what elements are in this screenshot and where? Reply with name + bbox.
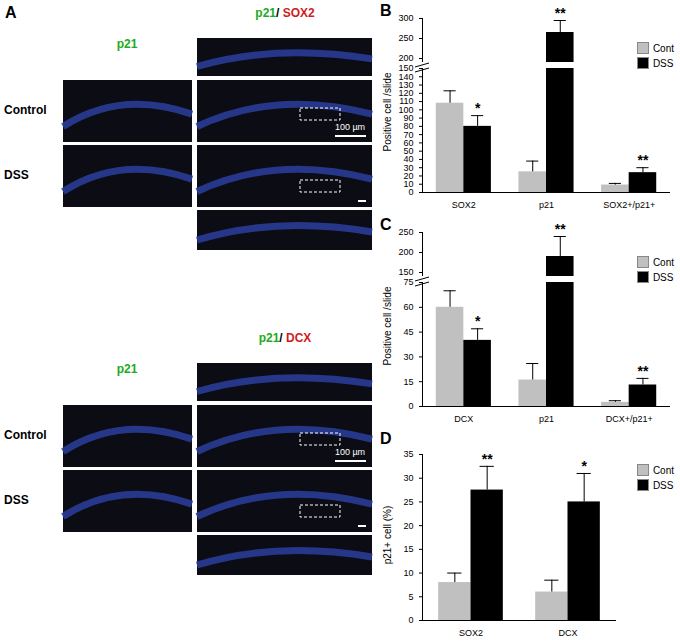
svg-text:140: 140 xyxy=(398,71,414,82)
html-text:DSS: DSS xyxy=(652,271,674,283)
svg-text:250: 250 xyxy=(398,227,413,237)
svg-text:SOX2: SOX2 xyxy=(459,628,483,638)
svg-text:100 µm: 100 µm xyxy=(335,122,365,132)
svg-text:DCX+/p21+: DCX+/p21+ xyxy=(606,414,653,424)
svg-text:DCX: DCX xyxy=(454,414,473,424)
svg-text:80: 80 xyxy=(403,121,414,132)
svg-text:100: 100 xyxy=(398,104,414,115)
svg-text:Positive cell /slide: Positive cell /slide xyxy=(382,286,393,365)
svg-text:250: 250 xyxy=(398,33,413,43)
html-text:DSS: DSS xyxy=(652,479,674,491)
html-text:B: B xyxy=(380,2,392,19)
svg-text:**: ** xyxy=(637,152,648,168)
svg-text:300: 300 xyxy=(398,13,413,23)
svg-text:50: 50 xyxy=(403,146,414,156)
svg-text:p21: p21 xyxy=(117,37,138,51)
svg-text:Positive cell /slide: Positive cell /slide xyxy=(382,72,393,151)
svg-text:15: 15 xyxy=(403,544,413,554)
svg-text:**: ** xyxy=(555,221,566,237)
svg-text:**: ** xyxy=(482,451,493,467)
svg-text:p21+ cell (%): p21+ cell (%) xyxy=(382,506,393,565)
svg-text:p21/ DCX: p21/ DCX xyxy=(259,331,312,345)
svg-text:DSS: DSS xyxy=(4,168,29,182)
svg-text:p21: p21 xyxy=(117,362,138,376)
html-text:D: D xyxy=(380,430,392,447)
svg-text:45: 45 xyxy=(403,327,413,337)
svg-text:p21: p21 xyxy=(539,200,554,210)
svg-text:*: * xyxy=(475,313,481,329)
svg-text:75: 75 xyxy=(403,277,413,287)
svg-text:0: 0 xyxy=(408,401,413,411)
svg-text:30: 30 xyxy=(403,352,413,362)
svg-text:SOX2+/p21+: SOX2+/p21+ xyxy=(603,200,655,210)
html-text:Cont: Cont xyxy=(652,42,674,54)
svg-text:15: 15 xyxy=(403,377,413,387)
svg-text:30: 30 xyxy=(403,162,414,173)
svg-text:30: 30 xyxy=(403,473,413,483)
svg-text:A: A xyxy=(5,4,17,21)
html-text:Cont: Cont xyxy=(652,464,674,476)
svg-text:**: ** xyxy=(637,363,648,379)
svg-text:60: 60 xyxy=(403,302,413,312)
svg-text:120: 120 xyxy=(398,88,414,99)
svg-text:40: 40 xyxy=(403,154,414,165)
svg-text:20: 20 xyxy=(403,521,413,531)
svg-text:150: 150 xyxy=(398,267,413,277)
svg-text:70: 70 xyxy=(403,129,414,140)
svg-text:**: ** xyxy=(555,5,566,21)
svg-text:DCX: DCX xyxy=(558,628,577,638)
svg-text:25: 25 xyxy=(403,497,413,507)
svg-text:150: 150 xyxy=(398,63,413,73)
svg-text:110: 110 xyxy=(399,96,414,107)
html-text:Cont: Cont xyxy=(652,256,674,268)
svg-text:90: 90 xyxy=(403,113,414,123)
html-text:C: C xyxy=(380,216,392,233)
svg-text:100 µm: 100 µm xyxy=(335,447,365,457)
svg-text:0: 0 xyxy=(408,615,413,625)
svg-text:SOX2: SOX2 xyxy=(452,200,476,210)
svg-text:20: 20 xyxy=(403,170,414,181)
svg-text:200: 200 xyxy=(398,247,413,257)
svg-text:Control: Control xyxy=(4,103,47,117)
html-text:DSS: DSS xyxy=(652,57,674,69)
svg-text:60: 60 xyxy=(403,137,414,148)
svg-text:10: 10 xyxy=(403,568,413,578)
svg-text:200: 200 xyxy=(398,53,413,63)
svg-text:10: 10 xyxy=(403,179,414,190)
svg-text:*: * xyxy=(581,458,587,474)
svg-text:*: * xyxy=(475,100,481,116)
svg-text:0: 0 xyxy=(408,187,414,198)
svg-text:5: 5 xyxy=(408,592,413,602)
svg-text:p21/ SOX2: p21/ SOX2 xyxy=(255,6,315,20)
svg-text:p21: p21 xyxy=(539,414,554,424)
svg-text:35: 35 xyxy=(403,449,413,459)
svg-text:130: 130 xyxy=(398,79,414,90)
svg-text:Control: Control xyxy=(4,428,47,442)
svg-text:DSS: DSS xyxy=(4,493,29,507)
